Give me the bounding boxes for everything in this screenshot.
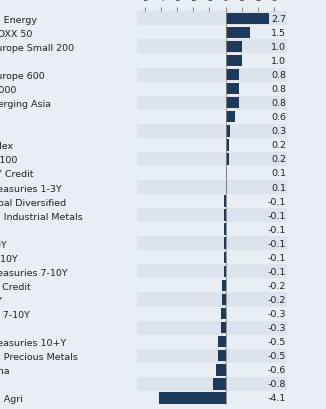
Bar bbox=[137, 110, 287, 124]
Bar bbox=[226, 27, 250, 39]
Bar bbox=[137, 153, 287, 166]
Text: -0.2: -0.2 bbox=[268, 295, 286, 304]
Text: 0.6: 0.6 bbox=[271, 113, 286, 122]
Bar bbox=[226, 70, 239, 81]
Bar bbox=[226, 182, 227, 193]
Text: -0.1: -0.1 bbox=[268, 211, 286, 220]
Text: 0.3: 0.3 bbox=[271, 127, 286, 136]
Bar bbox=[137, 335, 287, 349]
Bar bbox=[226, 13, 269, 25]
Text: 0.8: 0.8 bbox=[271, 85, 286, 94]
Bar bbox=[224, 252, 226, 263]
Bar bbox=[226, 168, 227, 179]
Bar bbox=[226, 84, 239, 95]
Text: -0.2: -0.2 bbox=[268, 281, 286, 290]
Bar bbox=[137, 265, 287, 279]
Bar bbox=[226, 140, 229, 151]
Text: -0.5: -0.5 bbox=[268, 337, 286, 346]
Bar bbox=[137, 68, 287, 82]
Text: 0.8: 0.8 bbox=[271, 71, 286, 80]
Text: -0.1: -0.1 bbox=[268, 239, 286, 248]
Bar bbox=[137, 97, 287, 110]
Bar bbox=[222, 294, 226, 306]
Bar bbox=[137, 54, 287, 68]
Bar bbox=[137, 279, 287, 293]
Text: -0.1: -0.1 bbox=[268, 253, 286, 262]
Bar bbox=[226, 42, 242, 53]
Bar bbox=[221, 308, 226, 319]
Text: -0.1: -0.1 bbox=[268, 197, 286, 206]
Bar bbox=[137, 26, 287, 40]
Bar bbox=[226, 98, 239, 109]
Text: -0.8: -0.8 bbox=[268, 380, 286, 389]
Bar bbox=[159, 392, 226, 404]
Bar bbox=[137, 12, 287, 26]
Text: 0.1: 0.1 bbox=[271, 183, 286, 192]
Bar bbox=[137, 251, 287, 265]
Text: 0.1: 0.1 bbox=[271, 169, 286, 178]
Bar bbox=[137, 82, 287, 97]
Bar bbox=[216, 364, 226, 375]
Text: 1.0: 1.0 bbox=[271, 57, 286, 66]
Text: -4.1: -4.1 bbox=[268, 393, 286, 402]
Text: 1.0: 1.0 bbox=[271, 43, 286, 52]
Bar bbox=[137, 195, 287, 209]
Text: 0.8: 0.8 bbox=[271, 99, 286, 108]
Text: -0.1: -0.1 bbox=[268, 225, 286, 234]
Bar bbox=[224, 238, 226, 249]
Text: 0.2: 0.2 bbox=[271, 155, 286, 164]
Text: -0.3: -0.3 bbox=[268, 323, 286, 332]
Bar bbox=[137, 363, 287, 377]
Bar bbox=[137, 124, 287, 139]
Bar bbox=[137, 222, 287, 237]
Text: -0.5: -0.5 bbox=[268, 351, 286, 360]
Bar bbox=[221, 322, 226, 333]
Bar bbox=[137, 180, 287, 195]
Bar bbox=[137, 40, 287, 54]
Bar bbox=[226, 126, 230, 137]
Bar bbox=[224, 266, 226, 277]
Bar bbox=[224, 224, 226, 235]
Text: 2.7: 2.7 bbox=[271, 15, 286, 24]
Text: 0.2: 0.2 bbox=[271, 141, 286, 150]
Bar bbox=[213, 378, 226, 390]
Bar bbox=[137, 166, 287, 180]
Bar bbox=[217, 350, 226, 362]
Text: -0.6: -0.6 bbox=[268, 365, 286, 374]
Bar bbox=[137, 349, 287, 363]
Bar bbox=[137, 237, 287, 251]
Bar bbox=[224, 196, 226, 207]
Bar bbox=[137, 293, 287, 307]
Bar bbox=[217, 336, 226, 348]
Bar bbox=[137, 209, 287, 222]
Bar bbox=[137, 307, 287, 321]
Bar bbox=[137, 377, 287, 391]
Bar bbox=[226, 56, 242, 67]
Bar bbox=[226, 112, 235, 123]
Bar bbox=[137, 391, 287, 405]
Text: -0.3: -0.3 bbox=[268, 309, 286, 318]
Text: 1.5: 1.5 bbox=[271, 29, 286, 38]
Bar bbox=[226, 154, 229, 165]
Bar bbox=[222, 280, 226, 292]
Bar bbox=[137, 321, 287, 335]
Text: -0.1: -0.1 bbox=[268, 267, 286, 276]
Bar bbox=[224, 210, 226, 221]
Bar bbox=[137, 139, 287, 153]
